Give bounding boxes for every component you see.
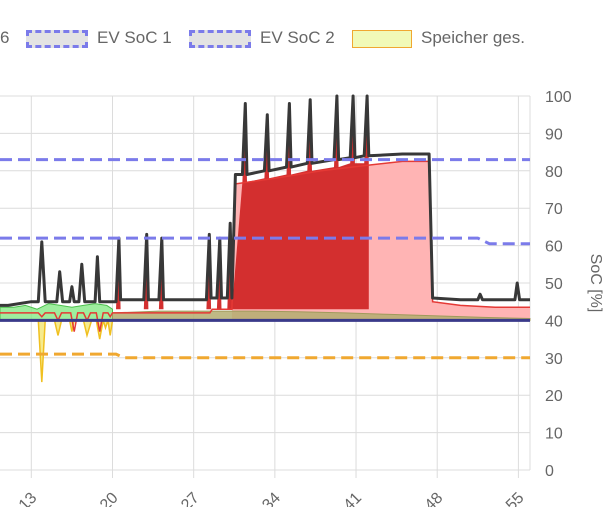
y-tick-label-10: 10 <box>545 426 563 443</box>
y-tick-label-20: 20 <box>545 388 563 405</box>
y-tick-label-90: 90 <box>545 126 563 143</box>
series-olive-area <box>112 310 531 321</box>
series-storage-dashed-line <box>0 352 530 360</box>
legend-partial-label: 6 <box>0 28 10 47</box>
y-tick-label-0: 0 <box>545 463 554 480</box>
series-red-line <box>0 160 530 332</box>
chart-legend: 6 EV SoC 1 EV SoC 2 Speicher ges. <box>0 0 604 80</box>
x-tick-label-20: 20 <box>97 489 122 507</box>
y-tick-label-30: 30 <box>545 351 563 368</box>
y-tick-label-60: 60 <box>545 239 563 256</box>
legend-label-speicher-ges[interactable]: Speicher ges. <box>421 28 525 47</box>
x-tick-label-55: 55 <box>503 489 528 507</box>
y-tick-label-100: 100 <box>545 89 572 106</box>
legend-label-ev-soc-1[interactable]: EV SoC 1 <box>97 28 172 47</box>
series-storage-dips-line <box>0 319 114 383</box>
y-tick-label-40: 40 <box>545 313 563 330</box>
x-tick-label-41: 41 <box>341 489 366 507</box>
legend-label-ev-soc-2[interactable]: EV SoC 2 <box>260 28 335 47</box>
y-tick-label-70: 70 <box>545 201 563 218</box>
series-ev-soc-2-line <box>0 236 530 246</box>
series-layer <box>0 94 531 383</box>
y-tick-label-50: 50 <box>545 276 563 293</box>
x-tick-label-34: 34 <box>259 489 284 507</box>
y-axis-title: SoC [%] <box>587 254 604 313</box>
x-tick-label-48: 48 <box>422 489 447 507</box>
x-tick-label-13: 13 <box>16 489 41 507</box>
series-red-spikes <box>116 96 369 310</box>
legend-swatch-ev-soc-1[interactable] <box>26 30 88 48</box>
legend-swatch-ev-soc-2[interactable] <box>189 30 251 48</box>
legend-swatch-speicher-ges[interactable] <box>352 30 412 48</box>
y-tick-label-80: 80 <box>545 164 563 181</box>
series-black-line <box>0 94 530 307</box>
x-tick-label-27: 27 <box>178 489 203 507</box>
